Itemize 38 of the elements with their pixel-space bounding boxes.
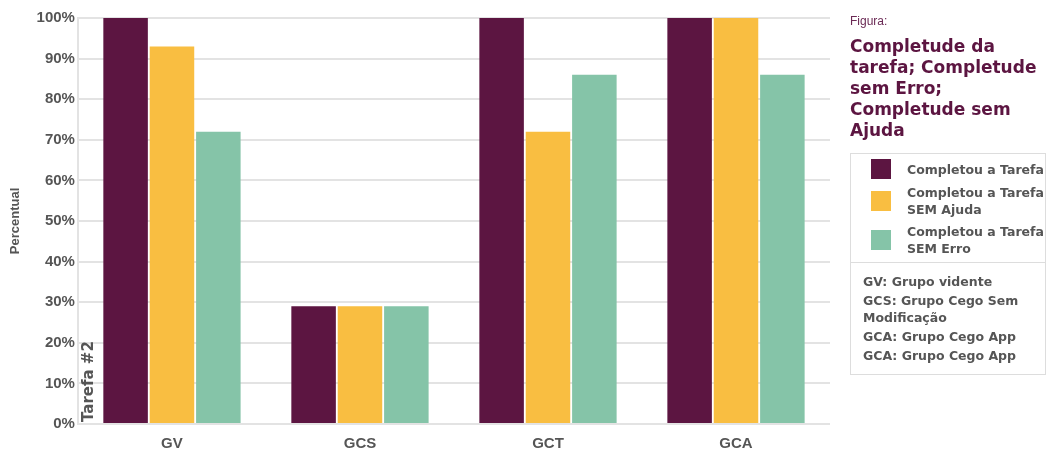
y-tick-label: 20% xyxy=(44,332,75,350)
y-tick-label: 80% xyxy=(44,89,75,107)
bar xyxy=(103,18,148,423)
bar xyxy=(572,74,617,423)
y-axis-title: Percentual xyxy=(7,187,23,255)
bar xyxy=(196,131,241,423)
text: Completude da tarefa; Completude sem Erro; Completude sem Ajuda xyxy=(850,36,1038,141)
bar xyxy=(149,46,195,423)
y-tick-label: 60% xyxy=(44,170,75,188)
bar xyxy=(713,18,759,423)
text: GCA: Grupo Cego App xyxy=(863,347,1017,364)
y-tick-label: 50% xyxy=(44,211,75,229)
bar xyxy=(384,306,429,423)
x-tick-label: GCS xyxy=(343,434,377,452)
text: GCS: Grupo Cego Sem Modificação xyxy=(863,292,1020,326)
y-tick-label: 40% xyxy=(44,251,75,269)
legend-label: Completou a Tarefa SEM Erro xyxy=(907,223,1045,257)
y-tick-label: 0% xyxy=(53,414,75,432)
legend-label: Completou a Tarefa SEM Ajuda xyxy=(907,184,1045,218)
bar xyxy=(525,131,571,423)
bar xyxy=(667,18,712,423)
bar xyxy=(291,306,336,423)
x-tick-label: GCT xyxy=(532,434,564,452)
bar xyxy=(479,18,524,423)
text: Figura: xyxy=(850,14,889,28)
y-tick-label: 30% xyxy=(44,292,75,310)
bar xyxy=(337,306,383,423)
y-tick-label: 90% xyxy=(44,48,75,66)
y-tick-label: 100% xyxy=(36,8,75,26)
bar xyxy=(760,74,805,423)
x-tick-label: GCA xyxy=(719,434,753,452)
annotation: Tarefa #2 xyxy=(78,341,97,422)
y-tick-label: 10% xyxy=(44,373,75,391)
y-tick-label: 70% xyxy=(44,129,75,147)
text: GV: Grupo vidente xyxy=(863,273,994,290)
legend-label: Completou a Tarefa xyxy=(907,160,1045,178)
x-tick-label: GV xyxy=(161,434,183,452)
text: GCA: Grupo Cego App xyxy=(863,328,1017,345)
